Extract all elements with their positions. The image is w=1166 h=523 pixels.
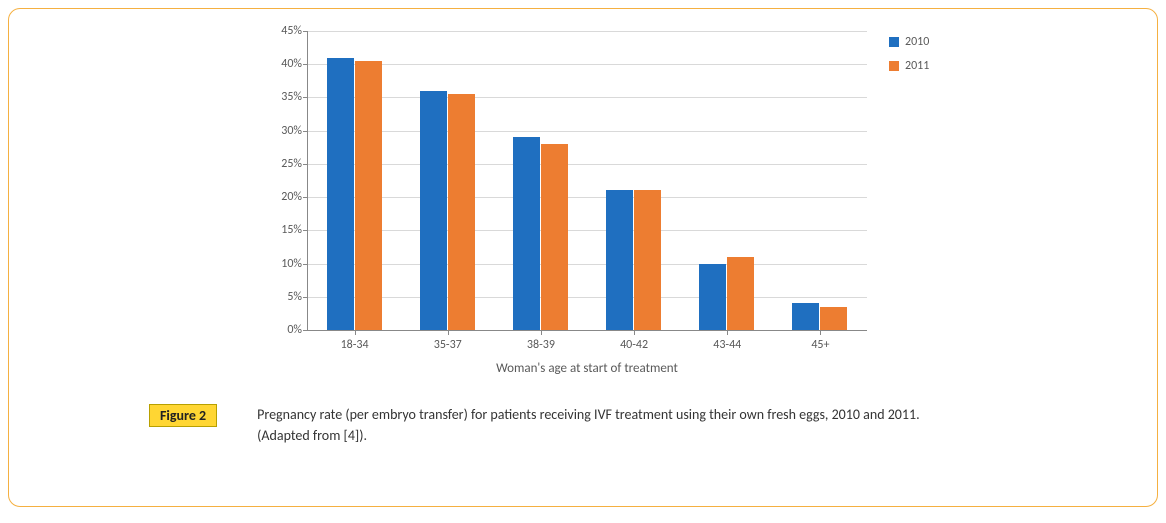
figure-caption: Pregnancy rate (per embryo transfer) for…: [257, 404, 937, 446]
bar: [820, 307, 847, 330]
y-tick-mark: [303, 297, 308, 298]
legend-label: 2011: [905, 59, 929, 73]
x-tick-label: 18-34: [341, 338, 369, 352]
gridline: [308, 97, 867, 98]
bar: [448, 94, 475, 330]
bar: [355, 61, 382, 330]
gridline: [308, 230, 867, 231]
gridline: [308, 197, 867, 198]
bar: [420, 91, 447, 330]
x-tick-mark: [820, 330, 821, 335]
caption-row: Figure 2 Pregnancy rate (per embryo tran…: [149, 404, 1097, 446]
y-tick-label: 5%: [287, 290, 302, 304]
figure-container: 0% 5% 10% 15% 20% 25% 30% 35% 40% 45% 18-34 35-37 38…: [8, 8, 1158, 507]
legend: 2010 2011: [889, 35, 929, 83]
x-tick-mark: [634, 330, 635, 335]
y-tick-mark: [303, 31, 308, 32]
legend-swatch: [889, 37, 899, 47]
x-tick-label: 40-42: [620, 338, 648, 352]
legend-label: 2010: [905, 35, 929, 49]
gridline: [308, 131, 867, 132]
y-tick-label: 15%: [281, 223, 302, 237]
legend-item: 2010: [889, 35, 929, 49]
x-tick-mark: [541, 330, 542, 335]
gridline: [308, 264, 867, 265]
legend-swatch: [889, 61, 899, 71]
x-tick-label: 38-39: [527, 338, 555, 352]
y-tick-label: 0%: [287, 323, 302, 337]
y-tick-label: 45%: [281, 24, 302, 38]
x-tick-label: 43-44: [713, 338, 741, 352]
bar: [634, 190, 661, 330]
bar: [513, 137, 540, 330]
bar: [327, 58, 354, 330]
gridline: [308, 64, 867, 65]
gridline: [308, 297, 867, 298]
y-tick-label: 40%: [281, 57, 302, 71]
x-tick-mark: [355, 330, 356, 335]
y-tick-label: 30%: [281, 124, 302, 138]
y-tick-mark: [303, 264, 308, 265]
y-tick-mark: [303, 131, 308, 132]
y-tick-mark: [303, 197, 308, 198]
bar: [606, 190, 633, 330]
gridline: [308, 164, 867, 165]
gridline: [308, 31, 867, 32]
y-tick-mark: [303, 330, 308, 331]
x-tick-label: 45+: [811, 338, 829, 352]
x-tick-mark: [448, 330, 449, 335]
y-tick-mark: [303, 64, 308, 65]
x-axis-title: Woman's age at start of treatment: [307, 361, 867, 376]
chart: 0% 5% 10% 15% 20% 25% 30% 35% 40% 45% 18-34 35-37 38…: [249, 23, 909, 383]
legend-item: 2011: [889, 59, 929, 73]
y-tick-label: 35%: [281, 90, 302, 104]
y-tick-mark: [303, 97, 308, 98]
bar: [727, 257, 754, 330]
bar: [541, 144, 568, 330]
figure-label: Figure 2: [149, 404, 217, 427]
bar: [792, 303, 819, 330]
y-tick-label: 10%: [281, 257, 302, 271]
y-tick-mark: [303, 164, 308, 165]
y-tick-mark: [303, 230, 308, 231]
y-tick-label: 25%: [281, 157, 302, 171]
y-tick-label: 20%: [281, 190, 302, 204]
bar: [699, 264, 726, 330]
plot-area: 0%5%10%15%20%25%30%35%40%45%18-3435-3738…: [307, 31, 867, 331]
x-tick-label: 35-37: [434, 338, 462, 352]
x-tick-mark: [727, 330, 728, 335]
